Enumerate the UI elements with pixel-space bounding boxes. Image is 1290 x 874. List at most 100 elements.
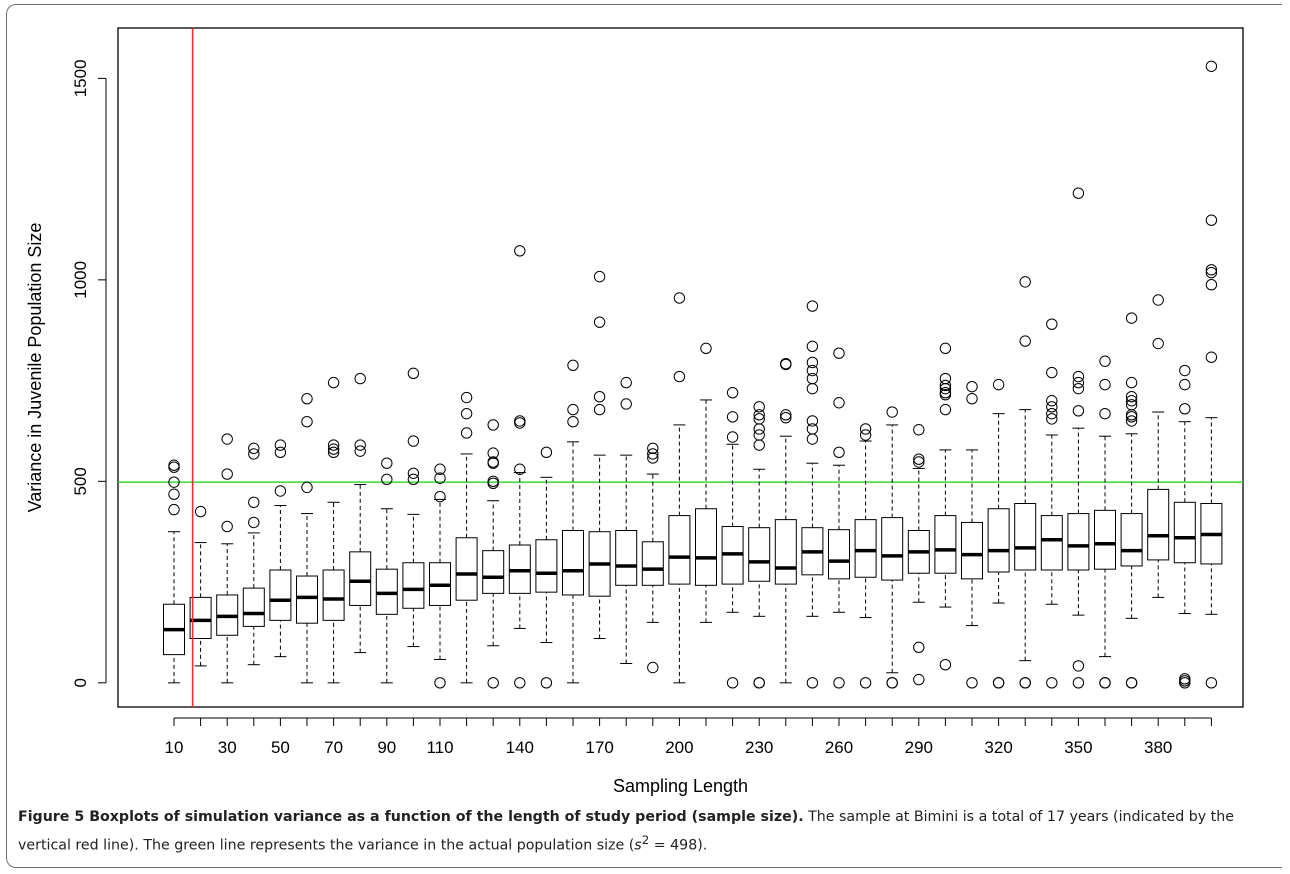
iqr-box xyxy=(854,519,877,578)
outlier-point xyxy=(381,457,393,469)
outlier-point xyxy=(806,300,819,312)
y-tick-label: 0 xyxy=(71,678,90,687)
outlier-point xyxy=(806,423,819,435)
outlier-point xyxy=(1019,335,1031,347)
outlier-point xyxy=(460,427,473,439)
outlier-point xyxy=(886,677,898,689)
iqr-box xyxy=(1147,488,1170,561)
outlier-point xyxy=(966,380,978,393)
outlier-point xyxy=(1205,60,1218,72)
boxplot-box xyxy=(163,459,185,684)
boxplot-box xyxy=(189,505,212,667)
outlier-point xyxy=(1072,677,1085,689)
outlier-point xyxy=(168,476,180,488)
iqr-box xyxy=(402,562,425,609)
outlier-point xyxy=(221,520,233,533)
boxplot-box xyxy=(721,386,744,689)
x-tick-label: 320 xyxy=(984,738,1012,757)
caption-text-end: ). xyxy=(697,837,708,854)
outlier-point xyxy=(514,677,526,689)
outlier-point xyxy=(647,661,659,674)
outlier-point xyxy=(274,446,287,459)
outlier-point xyxy=(593,403,606,416)
outlier-point xyxy=(1205,677,1218,689)
iqr-box xyxy=(562,530,584,596)
outlier-point xyxy=(1072,405,1085,417)
outlier-point xyxy=(806,433,819,445)
figure-frame xyxy=(6,4,1282,868)
outlier-point xyxy=(700,342,712,355)
outlier-point xyxy=(753,401,765,413)
outlier-point xyxy=(540,446,553,459)
boxplot-box xyxy=(269,439,292,658)
boxplot-box xyxy=(881,406,904,689)
outlier-point xyxy=(886,406,898,418)
outlier-point xyxy=(1046,401,1058,413)
outlier-point xyxy=(434,677,446,689)
iqr-box xyxy=(1040,515,1063,571)
outlier-point xyxy=(806,415,819,427)
outlier-point xyxy=(913,456,925,468)
x-tick-label: 290 xyxy=(905,738,933,757)
iqr-box xyxy=(1120,513,1143,567)
outlier-point xyxy=(1046,366,1058,379)
boxplot-box xyxy=(322,376,345,684)
outlier-point xyxy=(514,415,526,427)
boxplot-box xyxy=(801,300,824,689)
outlier-point xyxy=(1046,413,1058,425)
outlier-point xyxy=(487,677,499,689)
caption-equation: = 498 xyxy=(649,837,698,854)
iqr-box xyxy=(349,551,372,606)
outlier-point xyxy=(593,316,606,328)
outlier-point xyxy=(434,490,446,503)
outlier-point xyxy=(780,358,792,371)
outlier-point xyxy=(1179,673,1191,685)
outlier-point xyxy=(833,347,845,359)
outlier-point xyxy=(726,677,739,689)
iqr-box xyxy=(828,529,850,580)
iqr-box xyxy=(881,517,904,581)
outlier-point xyxy=(726,431,739,443)
outlier-point xyxy=(460,407,473,420)
boxplot-box xyxy=(1014,276,1037,689)
outlier-point xyxy=(301,393,313,405)
outlier-point xyxy=(1205,266,1218,279)
outlier-point xyxy=(460,391,473,404)
outlier-point xyxy=(1072,382,1085,395)
outlier-point xyxy=(567,415,579,428)
iqr-box xyxy=(322,569,345,621)
outlier-point xyxy=(726,386,739,399)
outlier-point xyxy=(1179,378,1191,391)
outlier-point xyxy=(327,446,340,459)
iqr-box xyxy=(748,527,771,582)
outlier-point xyxy=(1125,391,1138,403)
outlier-point xyxy=(487,419,499,431)
iqr-box xyxy=(535,539,558,593)
outlier-point xyxy=(567,403,579,416)
outlier-point xyxy=(407,367,420,380)
outlier-point xyxy=(1125,677,1138,689)
x-tick-label: 140 xyxy=(506,738,534,757)
outlier-point xyxy=(673,292,686,304)
outlier-point xyxy=(939,403,952,416)
outlier-point xyxy=(514,245,526,257)
outlier-point xyxy=(939,658,952,671)
boxplot-box xyxy=(854,423,877,689)
outlier-point xyxy=(354,372,366,385)
outlier-point xyxy=(407,467,420,479)
boxplot-box xyxy=(349,372,372,654)
outlier-point xyxy=(780,409,792,421)
outlier-point xyxy=(939,386,952,399)
x-tick-label: 380 xyxy=(1144,738,1172,757)
outlier-point xyxy=(301,481,313,494)
boxplot-box xyxy=(1120,312,1143,689)
boxplot-series xyxy=(163,60,1223,689)
outlier-point xyxy=(1179,403,1191,415)
outlier-point xyxy=(939,342,952,355)
outlier-point xyxy=(753,677,765,689)
outlier-point xyxy=(992,378,1005,391)
outlier-point xyxy=(833,446,845,459)
outlier-point xyxy=(753,409,765,421)
outlier-point xyxy=(168,503,180,516)
outlier-point xyxy=(487,475,499,488)
